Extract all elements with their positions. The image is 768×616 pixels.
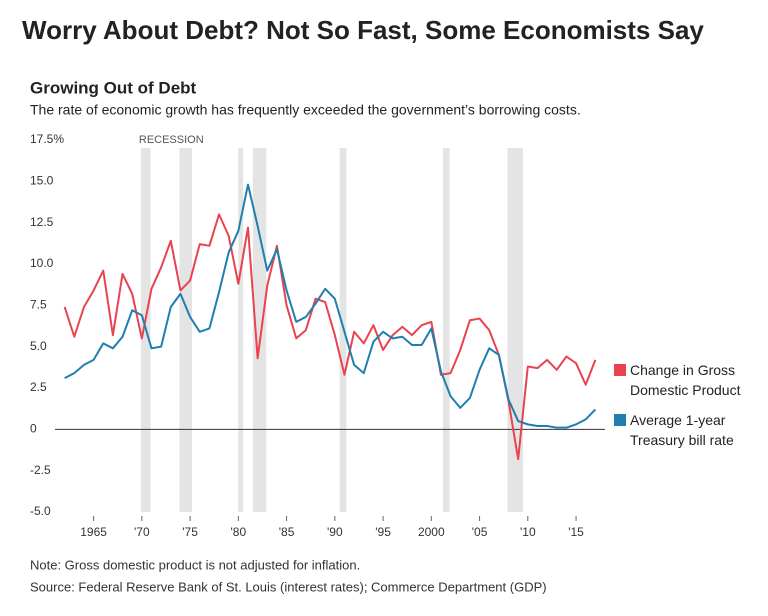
y-tick-label: -2.5 (30, 463, 51, 477)
page-title: Worry About Debt? Not So Fast, Some Econ… (22, 15, 704, 45)
legend-swatch (614, 414, 626, 426)
y-tick-label: 7.5 (30, 298, 47, 312)
note: Note: Gross domestic product is not adju… (30, 557, 360, 572)
x-tick-label: '80 (231, 525, 247, 539)
x-tick-label: 2000 (418, 525, 445, 539)
legend-label: Average 1-year Treasury bill rate (630, 412, 734, 448)
y-tick-label: 0 (30, 422, 37, 436)
x-tick-label: '90 (327, 525, 343, 539)
recession-band (179, 148, 193, 512)
legend-label: Change in Gross Domestic Product (630, 362, 741, 398)
y-tick-label: 15.0 (30, 174, 54, 188)
recession-band (252, 148, 267, 512)
y-tick-label: 17.5% (30, 132, 64, 146)
recession-band (238, 148, 244, 512)
x-tick-label: '10 (520, 525, 536, 539)
x-tick-label: '15 (568, 525, 584, 539)
y-tick-label: 2.5 (30, 380, 47, 394)
y-tick-label: -5.0 (30, 504, 51, 518)
recession-label: RECESSION (139, 134, 204, 146)
recession-band (507, 148, 523, 512)
x-tick-label: '05 (472, 525, 488, 539)
source: Source: Federal Reserve Bank of St. Loui… (30, 579, 547, 594)
x-tick-label: '85 (279, 525, 295, 539)
chart-subtitle: The rate of economic growth has frequent… (30, 102, 581, 118)
x-tick-label: 1965 (80, 525, 107, 539)
x-tick-label: '95 (375, 525, 391, 539)
x-tick-label: '70 (134, 525, 150, 539)
y-tick-label: 10.0 (30, 256, 54, 270)
line-series (64, 183, 597, 429)
recession-band (442, 148, 450, 512)
y-tick-label: 5.0 (30, 339, 47, 353)
x-tick-label: '75 (182, 525, 198, 539)
legend-swatch (614, 364, 626, 376)
y-tick-label: 12.5 (30, 215, 54, 229)
chart-title: Growing Out of Debt (30, 78, 197, 97)
